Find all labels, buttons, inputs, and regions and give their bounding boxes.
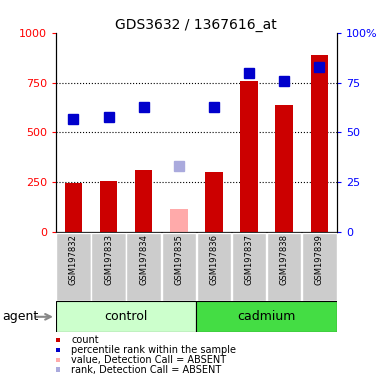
Bar: [56, 233, 90, 301]
Text: GSM197833: GSM197833: [104, 234, 113, 285]
Title: GDS3632 / 1367616_at: GDS3632 / 1367616_at: [116, 18, 277, 31]
Text: value, Detection Call = ABSENT: value, Detection Call = ABSENT: [71, 355, 226, 365]
Bar: [240, 81, 258, 232]
Text: GSM197837: GSM197837: [244, 234, 254, 285]
Bar: [205, 172, 223, 232]
Bar: [65, 184, 82, 232]
Bar: [56, 301, 196, 332]
Bar: [100, 181, 117, 232]
Text: rank, Detection Call = ABSENT: rank, Detection Call = ABSENT: [71, 365, 221, 375]
Bar: [197, 233, 231, 301]
Text: percentile rank within the sample: percentile rank within the sample: [71, 345, 236, 355]
Bar: [311, 55, 328, 232]
Bar: [162, 233, 196, 301]
Bar: [275, 104, 293, 232]
Bar: [302, 233, 336, 301]
Bar: [91, 233, 126, 301]
Bar: [232, 233, 266, 301]
Bar: [170, 209, 187, 232]
Text: control: control: [104, 310, 148, 323]
Bar: [196, 301, 337, 332]
Text: agent: agent: [2, 310, 38, 323]
Text: GSM197836: GSM197836: [209, 234, 218, 285]
Text: GSM197832: GSM197832: [69, 234, 78, 285]
Text: GSM197838: GSM197838: [280, 234, 289, 285]
Text: count: count: [71, 335, 99, 345]
Bar: [135, 170, 152, 232]
Text: cadmium: cadmium: [238, 310, 296, 323]
Bar: [126, 233, 161, 301]
Text: GSM197839: GSM197839: [315, 234, 324, 285]
Text: GSM197834: GSM197834: [139, 234, 148, 285]
Text: GSM197835: GSM197835: [174, 234, 183, 285]
Bar: [267, 233, 301, 301]
